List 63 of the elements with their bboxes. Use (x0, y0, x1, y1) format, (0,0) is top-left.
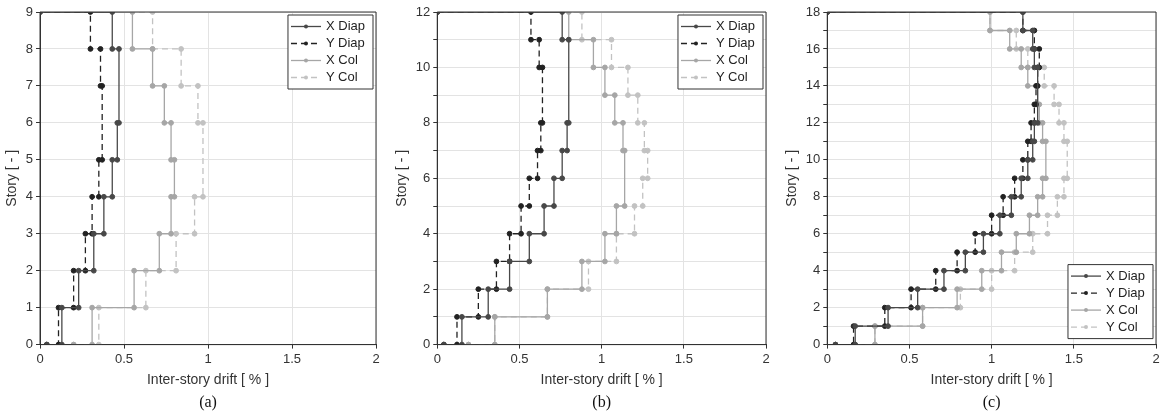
legend-label: X Col (325, 52, 358, 68)
x-tick-label: 0 (823, 350, 831, 366)
x-axis-title: Inter-story drift [ % ] (146, 371, 270, 388)
x-axis-title: Inter-story drift [ % ] (540, 371, 663, 388)
text: (c) (982, 393, 1001, 412)
y-axis-title: Story [ - ] (3, 149, 20, 207)
legend-label: X Col (1105, 301, 1138, 317)
legend-label: X Col (715, 52, 748, 68)
x-tick-label: 0.5 (510, 350, 529, 366)
y-tick-label: 9 (25, 3, 34, 19)
y-tick-label: 6 (25, 114, 34, 130)
x-tick-label: 0 (433, 350, 441, 366)
x-tick-label: 1 (988, 350, 996, 366)
x-tick-label: 1.5 (674, 350, 693, 366)
y-tick-label: 5 (25, 151, 34, 167)
y-tick-label: 7 (25, 77, 34, 93)
y-axis-title: Story [ - ] (783, 149, 800, 207)
y-tick-label: 16 (805, 40, 821, 56)
y-tick-label: 6 (813, 225, 821, 241)
y-tick-label: 10 (805, 151, 821, 167)
y-tick-label: 4 (423, 225, 431, 241)
y-tick-label: 8 (813, 188, 821, 204)
y-tick-label: 2 (423, 280, 431, 296)
x-tick-label: 1.5 (282, 350, 302, 366)
y-tick-label: 4 (813, 262, 821, 278)
y-tick-label: 0 (423, 336, 431, 352)
legend-label: Y Diap (1105, 284, 1145, 300)
y-tick-label: 8 (25, 40, 34, 56)
y-tick-label: 8 (423, 114, 431, 130)
y-tick-label: 1 (25, 299, 34, 315)
y-tick-label: 6 (423, 169, 431, 185)
legend-label: Y Diap (325, 35, 365, 51)
y-tick-label: 0 (813, 336, 821, 352)
y-tick-label: 0 (25, 336, 34, 352)
x-tick-label: 0.5 (114, 350, 134, 366)
legend-label: X Diap (715, 18, 756, 34)
y-tick-label: 12 (805, 114, 821, 130)
y-tick-label: 3 (25, 225, 34, 241)
x-tick-label: 1 (204, 350, 212, 366)
y-tick-label: 18 (805, 3, 821, 19)
y-tick-label: 2 (25, 262, 34, 278)
legend-label: Y Col (1105, 318, 1138, 334)
text: (a) (199, 393, 217, 412)
x-tick-label: 0.5 (900, 350, 919, 366)
y-tick-label: 12 (415, 3, 431, 19)
x-tick-label: 2 (1152, 350, 1160, 366)
legend-label: X Diap (1105, 267, 1146, 283)
x-tick-label: 2 (372, 350, 380, 366)
x-tick-label: 2 (762, 350, 770, 366)
y-axis-title: Story [ - ] (393, 149, 410, 207)
legend-label: Y Col (325, 69, 358, 85)
x-axis-title: Inter-story drift [ % ] (930, 371, 1053, 388)
y-tick-label: 2 (813, 299, 821, 315)
x-tick-label: 1.5 (1064, 350, 1083, 366)
legend-label: X Diap (325, 18, 366, 34)
legend-label: Y Diap (715, 35, 755, 51)
x-tick-label: 0 (36, 350, 44, 366)
legend-label: Y Col (715, 69, 748, 85)
text: (b) (592, 393, 611, 412)
y-tick-label: 10 (415, 59, 431, 75)
y-tick-label: 4 (25, 188, 34, 204)
y-tick-label: 14 (805, 77, 821, 93)
x-tick-label: 1 (598, 350, 606, 366)
